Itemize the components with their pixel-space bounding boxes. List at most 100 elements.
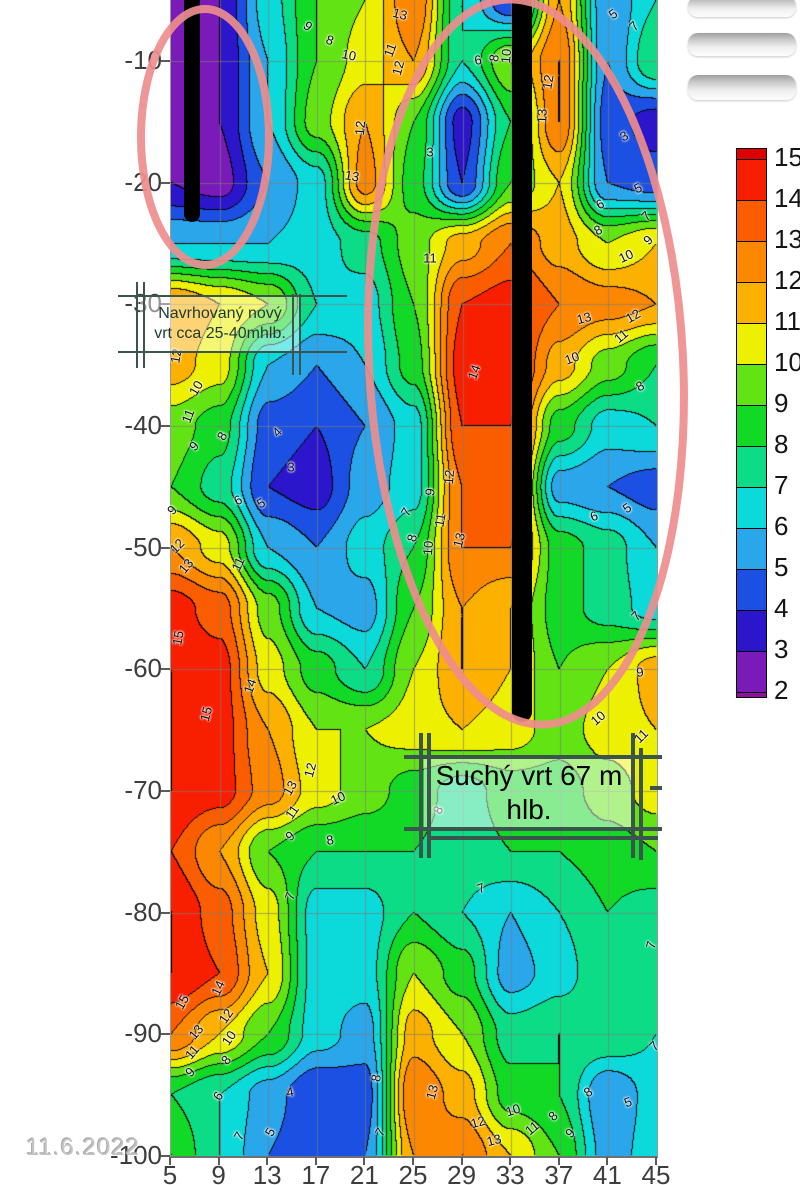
contour-value-label: 15 xyxy=(169,629,187,647)
y-tick-mark xyxy=(161,303,170,306)
colorbar-tick-label: 2 xyxy=(774,675,789,705)
contour-value-label: 3 xyxy=(426,144,434,160)
annotation-frame-line xyxy=(118,295,347,297)
contour-plot xyxy=(170,0,658,1158)
contour-value-label: 12 xyxy=(539,73,557,91)
contour-value-label: 13 xyxy=(534,108,550,124)
colorbar-segment-7 xyxy=(737,446,766,487)
y-tick-mark xyxy=(161,1033,170,1036)
x-tick-mark xyxy=(509,1157,512,1165)
y-tick-mark xyxy=(161,181,170,184)
y-tick-mark xyxy=(161,59,170,62)
y-tick-label: -10 xyxy=(124,44,162,75)
colorbar-segment-6 xyxy=(737,487,766,528)
y-tick-label: -60 xyxy=(124,653,162,684)
annotation-text-line: Suchý vrt 67 m xyxy=(435,759,623,791)
annotation-frame-line xyxy=(118,351,347,353)
x-tick-mark xyxy=(412,1157,414,1165)
y-tick-label: -80 xyxy=(124,896,162,927)
colorbar-tick-label: 10 xyxy=(774,347,800,377)
colorbar-tick-label: 6 xyxy=(774,511,789,541)
annotation-text-line: Navrhovaný nový xyxy=(158,305,282,323)
contour-value-label: 12 xyxy=(440,469,458,485)
annotation-frame-line xyxy=(650,786,662,790)
annotation-frame-line xyxy=(292,294,294,375)
annotation-text-line: vrt cca 25-40mhlb. xyxy=(154,325,286,342)
colorbar-segment-4 xyxy=(737,569,766,610)
x-tick-mark xyxy=(655,1157,657,1165)
colorbar-segment-8 xyxy=(737,405,766,446)
annotation-frame-line xyxy=(427,733,431,858)
annotation-frame-line xyxy=(419,733,423,858)
x-tick-label: 9 xyxy=(211,1160,226,1185)
x-tick-mark xyxy=(217,1157,220,1165)
y-tick-label: -90 xyxy=(124,1018,162,1049)
annotation-frame-line xyxy=(639,748,643,860)
y-tick-mark xyxy=(161,911,170,914)
contour-heatmap-canvas xyxy=(171,0,657,1156)
annotation-suchy-vrt: Suchý vrt 67 m hlb. xyxy=(424,757,634,829)
annotation-frame-line xyxy=(136,282,138,368)
y-tick-label: -100 xyxy=(109,1140,162,1170)
contour-value-label: 13 xyxy=(343,167,361,185)
contour-value-label: 11 xyxy=(423,250,437,266)
y-tick-mark xyxy=(161,1155,170,1157)
contour-value-label: 11 xyxy=(431,512,449,528)
annotation-frame-line xyxy=(143,282,145,368)
contour-value-label: 10 xyxy=(340,46,358,64)
colorbar-tick-label: 13 xyxy=(774,224,800,254)
colorbar-segment-9 xyxy=(737,364,766,405)
y-tick-mark xyxy=(161,668,170,671)
annotation-frame-line xyxy=(404,827,662,831)
y-tick-mark xyxy=(161,546,170,549)
colorbar-segment-2 xyxy=(737,651,766,692)
y-tick-label: -70 xyxy=(124,774,162,805)
colorbar-tick-label: 9 xyxy=(774,388,789,418)
colorbar-segment-13 xyxy=(737,200,766,241)
colorbar xyxy=(736,148,767,698)
colorbar-tick-label: 7 xyxy=(774,470,789,500)
colorbar-segment-14 xyxy=(737,159,766,200)
x-tick-mark xyxy=(169,1157,171,1165)
colorbar-segment-10 xyxy=(737,323,766,364)
y-tick-label: -20 xyxy=(124,166,162,197)
colorbar-segment-below-2 xyxy=(737,692,766,697)
x-tick-mark xyxy=(314,1157,317,1165)
contour-value-label: 10 xyxy=(419,540,437,556)
x-tick-mark xyxy=(557,1157,560,1165)
colorbar-tick-label: 5 xyxy=(774,552,789,582)
x-tick-mark xyxy=(606,1157,609,1165)
colorbar-tick-label: 3 xyxy=(774,634,789,664)
annotation-frame-line xyxy=(631,733,635,858)
x-tick-mark xyxy=(363,1157,366,1165)
colorbar-segment-11 xyxy=(737,282,766,323)
y-tick-label: -40 xyxy=(124,409,162,440)
x-tick-label: 5 xyxy=(162,1160,178,1185)
date-watermark: 11.6.2022 xyxy=(26,1134,140,1161)
menu-bar-icon[interactable] xyxy=(688,75,796,100)
contour-value-label: 10 xyxy=(497,48,515,64)
y-tick-mark xyxy=(161,424,170,427)
colorbar-segment-5 xyxy=(737,528,766,569)
y-tick-label: -50 xyxy=(124,531,162,562)
menu-bar-icon[interactable] xyxy=(688,33,796,56)
colorbar-tick-label: 14 xyxy=(774,183,800,213)
colorbar-tick-label: 11 xyxy=(774,306,800,336)
annotation-frame-line xyxy=(299,294,301,375)
contour-value-label: 12 xyxy=(351,120,369,136)
x-tick-mark xyxy=(460,1157,463,1165)
contour-value-label: 3 xyxy=(287,459,295,475)
colorbar-tick-label: 15 xyxy=(774,142,800,172)
colorbar-segment-12 xyxy=(737,241,766,282)
y-tick-mark xyxy=(161,789,170,792)
annotation-frame-line xyxy=(428,836,658,840)
colorbar-tick-label: 12 xyxy=(774,265,800,295)
colorbar-tick-label: 4 xyxy=(774,593,789,623)
colorbar-segment-3 xyxy=(737,610,766,651)
x-tick-mark xyxy=(266,1157,269,1165)
menu-bar-icon[interactable] xyxy=(688,0,796,17)
annotation-navrhovany-vrt: Navrhovaný nový vrt cca 25-40mhlb. xyxy=(140,296,300,352)
colorbar-tick-label: 8 xyxy=(774,429,789,459)
annotation-frame-line xyxy=(404,755,662,759)
